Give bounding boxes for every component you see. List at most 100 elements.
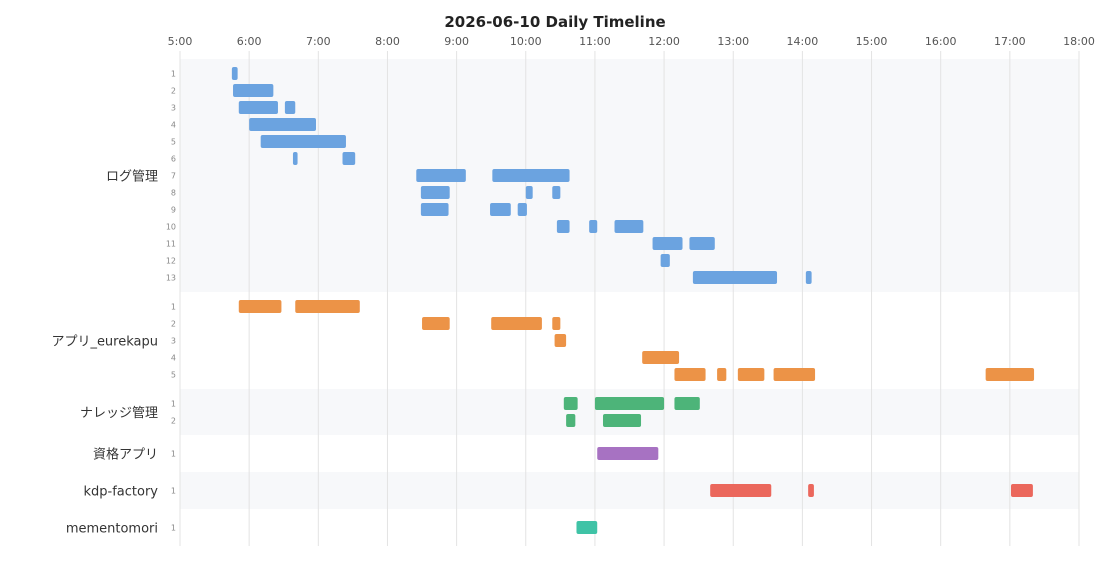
x-tick-label: 18:00 [1063, 35, 1095, 48]
timeline-bar [602, 414, 642, 427]
group-label: 資格アプリ [93, 447, 158, 463]
x-tick-label: 12:00 [648, 35, 680, 48]
timeline-bar [808, 484, 814, 497]
timeline-bar [805, 271, 812, 284]
timeline-bar [737, 368, 765, 381]
group-label: ナレッジ管理 [80, 406, 158, 421]
row-label: 8 [171, 189, 176, 198]
timeline-bar [491, 317, 542, 330]
x-tick-label: 15:00 [856, 35, 888, 48]
timeline-bar [552, 317, 561, 330]
group-3: 資格アプリ 1 [93, 447, 659, 463]
row-label: 1 [171, 487, 176, 496]
group-band [180, 472, 1079, 509]
timeline-bar [717, 368, 727, 381]
timeline-bar [238, 101, 278, 114]
row-label: 7 [171, 172, 176, 181]
row-label: 1 [171, 70, 176, 79]
row-label: 1 [171, 303, 176, 312]
row-label: 3 [171, 337, 176, 346]
group-label: kdp-factory [83, 485, 158, 500]
timeline-bar [563, 397, 578, 410]
timeline-bar [1010, 484, 1033, 497]
timeline-bar [589, 220, 598, 233]
x-tick-label: 8:00 [375, 35, 400, 48]
timeline-bar [597, 447, 659, 460]
row-label: 4 [171, 354, 176, 363]
timeline-bar [525, 186, 533, 199]
timeline-bar [233, 84, 274, 97]
timeline-bar [284, 101, 296, 114]
timeline-bar [249, 118, 317, 131]
timeline-bar [420, 203, 449, 216]
x-tick-label: 13:00 [717, 35, 749, 48]
row-label: 6 [171, 155, 176, 164]
timeline-bar [614, 220, 644, 233]
x-tick-label: 14:00 [787, 35, 819, 48]
chart-title: 2026-06-10 Daily Timeline [444, 13, 666, 31]
group-label: アプリ_eurekapu [51, 335, 158, 350]
timeline-bar [660, 254, 670, 267]
group-1: アプリ_eurekapu 1 2 3 4 5 [51, 300, 1035, 381]
row-label: 2 [171, 417, 176, 426]
row-label: 1 [171, 450, 176, 459]
grid-lines [179, 51, 1080, 546]
x-tick-label: 17:00 [994, 35, 1026, 48]
group-bands [180, 59, 1079, 509]
timeline-bar [238, 300, 282, 313]
x-tick-label: 9:00 [444, 35, 469, 48]
row-label: 11 [166, 240, 176, 249]
timeline-bar [292, 152, 298, 165]
timeline-bar [420, 186, 450, 199]
group-label: mementomori [66, 522, 158, 537]
x-tick-label: 11:00 [579, 35, 611, 48]
row-label: 1 [171, 524, 176, 533]
timeline-bar [416, 169, 466, 182]
row-label: 5 [171, 138, 176, 147]
timeline-bar [517, 203, 527, 216]
row-label: 12 [166, 257, 176, 266]
timeline-bar [576, 521, 598, 534]
timeline-bar [231, 67, 238, 80]
timeline-bar [773, 368, 816, 381]
timeline-bar [422, 317, 450, 330]
row-label: 4 [171, 121, 176, 130]
x-tick-label: 7:00 [306, 35, 331, 48]
row-label: 5 [171, 371, 176, 380]
row-label: 10 [166, 223, 176, 232]
group-4: kdp-factory 1 [83, 484, 1033, 500]
group-band [180, 59, 1079, 292]
timeline-bar [566, 414, 576, 427]
timeline-bar [260, 135, 346, 148]
timeline-bar [490, 203, 511, 216]
timeline-bar [652, 237, 683, 250]
group-2: ナレッジ管理 1 2 [80, 397, 700, 427]
timeline-bar [295, 300, 360, 313]
timeline-bar [710, 484, 772, 497]
x-tick-label: 16:00 [925, 35, 957, 48]
timeline-bar [594, 397, 665, 410]
timeline-bar [556, 220, 570, 233]
timeline-bar [674, 397, 700, 410]
timeline-bar [342, 152, 356, 165]
timeline-bar [985, 368, 1035, 381]
timeline-bar [689, 237, 715, 250]
timeline-bar [692, 271, 778, 284]
timeline-bar [492, 169, 570, 182]
timeline-bar [552, 186, 561, 199]
x-tick-label: 6:00 [237, 35, 262, 48]
row-label: 1 [171, 400, 176, 409]
group-label: ログ管理 [106, 170, 158, 185]
group-5: mementomori 1 [66, 521, 598, 537]
timeline-bar [642, 351, 680, 364]
timeline-bar [554, 334, 567, 347]
row-label: 2 [171, 320, 176, 329]
x-tick-label: 10:00 [510, 35, 542, 48]
row-label: 9 [171, 206, 176, 215]
x-tick-label: 5:00 [168, 35, 193, 48]
row-label: 3 [171, 104, 176, 113]
row-label: 13 [166, 274, 176, 283]
